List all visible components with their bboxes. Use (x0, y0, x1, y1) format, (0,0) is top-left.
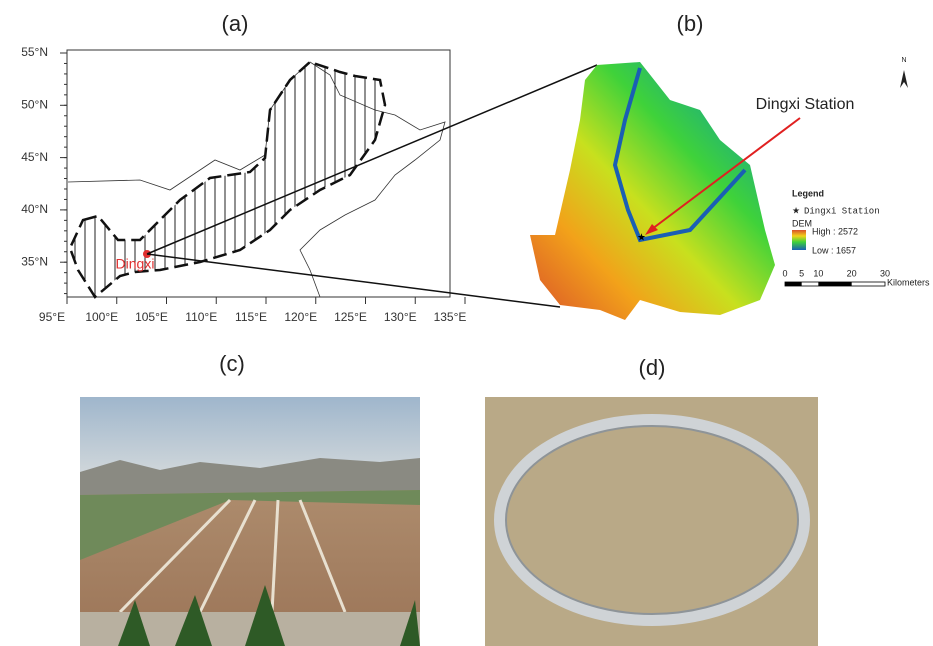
lon-label: 95°E (39, 310, 65, 324)
station-label: Dingxi Station (756, 96, 855, 113)
scale-label: 5 (799, 268, 804, 278)
legend-entry: Low : 1657 (812, 245, 856, 255)
site-label: Dingxi (116, 256, 155, 272)
lon-label: 120°E (284, 310, 317, 324)
scale-label: 20 (847, 268, 857, 278)
lon-label: 115°E (235, 310, 267, 324)
scale-unit: Kilometers (887, 277, 930, 287)
figure: (a) (b) (c) (d) Dingxi 55°N 50°N 45°N 40°N 3… (0, 0, 933, 646)
panel-label: (a) (222, 11, 249, 36)
photo-d (485, 397, 818, 646)
scale-segment (785, 282, 802, 286)
map-b: ★ Dingxi Station N Legend ★ Dingxi Stati… (530, 57, 930, 320)
page: {"panels": {"a": "(a)", "b": "(b)", "c":… (0, 0, 933, 646)
north-arrow (900, 70, 908, 88)
lon-label: 105°E (135, 310, 168, 324)
lat-label: 50°N (21, 97, 48, 111)
scale-segment (818, 282, 851, 286)
station-star: ★ (637, 233, 646, 244)
lon-label: 100°E (85, 310, 118, 324)
dem-key (792, 230, 806, 250)
panel-label: (b) (677, 11, 704, 36)
legend-entry: High : 2572 (812, 226, 858, 236)
sky (80, 397, 420, 472)
panel-label: (c) (219, 351, 245, 376)
lon-label: 135°E (434, 310, 467, 324)
lon-label: 110°E (185, 310, 217, 324)
grass-tint (485, 397, 818, 646)
legend-star: ★ (792, 205, 800, 215)
lat-label: 35°N (21, 254, 48, 268)
scale-label: 0 (782, 268, 787, 278)
dem-area (530, 62, 775, 320)
lat-label: 40°N (21, 202, 48, 216)
lat-label: 55°N (21, 45, 48, 59)
lat-label: 45°N (21, 150, 48, 164)
map-a: Dingxi 55°N 50°N 45°N 40°N 35°N 95°E 100°E 105°… (21, 45, 466, 324)
lon-label: 125°E (334, 310, 367, 324)
photo-c (80, 397, 420, 646)
scale-label: 10 (813, 268, 823, 278)
panel-label: (d) (639, 355, 666, 380)
north-label: N (901, 57, 906, 64)
legend-title: Legend (792, 188, 824, 198)
lon-label: 130°E (384, 310, 417, 324)
legend-entry: Dingxi Station (804, 206, 880, 216)
legend-entry: DEM (792, 218, 812, 228)
